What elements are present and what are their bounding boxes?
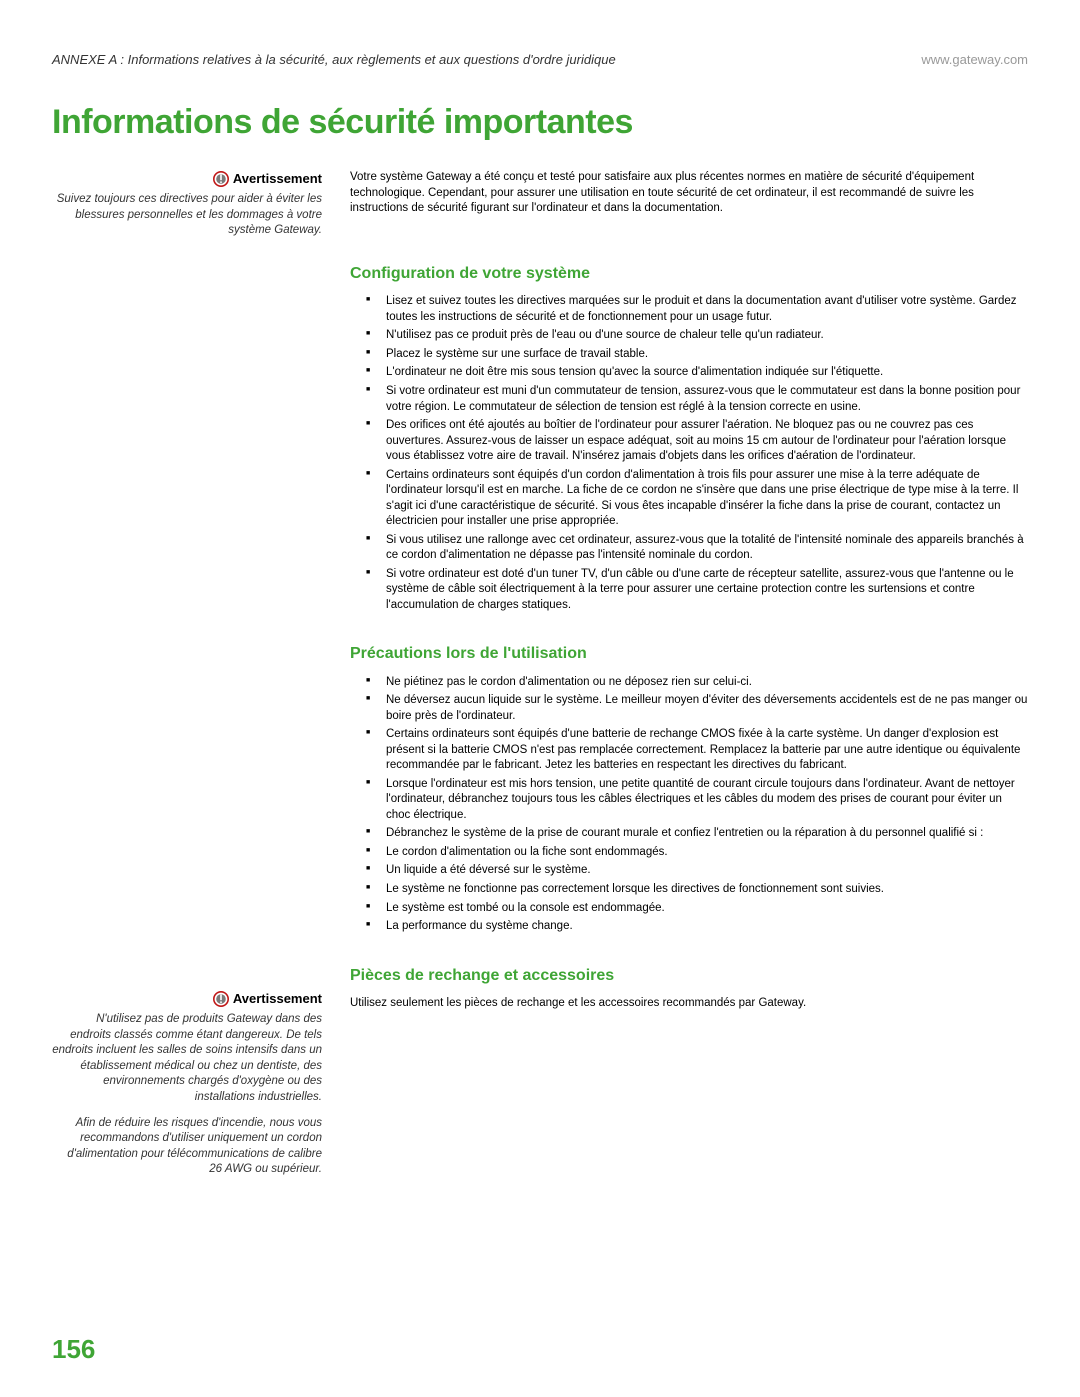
precautions-item: Le cordon d'alimentation ou la fiche son… — [374, 845, 1028, 861]
section-title-precautions: Précautions lors de l'utilisation — [350, 643, 1028, 665]
row-config: Configuration de votre système Lisez et … — [52, 259, 1028, 639]
site-url: www.gateway.com — [921, 52, 1028, 67]
warning-label: Avertissement — [233, 170, 322, 188]
config-item: L'ordinateur ne doit être mis sous tensi… — [374, 365, 1028, 381]
precautions-item: Un liquide a été déversé sur le système. — [374, 863, 1028, 879]
section-title-config: Configuration de votre système — [350, 263, 1028, 285]
config-item: Si vous utilisez une rallonge avec cet o… — [374, 533, 1028, 564]
row-precautions: Précautions lors de l'utilisation Ne pié… — [52, 639, 1028, 960]
precautions-item: Certains ordinateurs sont équipés d'une … — [374, 727, 1028, 774]
sidebar-warning-1: Avertissement Suivez toujours ces direct… — [52, 170, 322, 259]
row-intro: Avertissement Suivez toujours ces direct… — [52, 170, 1028, 259]
warning-1-para-0: Suivez toujours ces directives pour aide… — [52, 192, 322, 239]
config-item: Lisez et suivez toutes les directives ma… — [374, 294, 1028, 325]
precautions-item: Le système ne fonctionne pas correctemen… — [374, 882, 1028, 898]
page-title: Informations de sécurité importantes — [52, 103, 1028, 142]
warning-icon — [213, 991, 229, 1007]
parts-body: Utilisez seulement les pièces de rechang… — [350, 996, 1028, 1012]
config-item: N'utilisez pas ce produit près de l'eau … — [374, 328, 1028, 344]
page-number: 156 — [52, 1334, 95, 1365]
row-parts: . Avertissement N'utilisez pas de produi… — [52, 961, 1028, 1198]
sidebar-empty-1 — [52, 259, 322, 639]
warning-2-para-1: Afin de réduire les risques d'incendie, … — [52, 1116, 322, 1178]
annex-line: ANNEXE A : Informations relatives à la s… — [52, 52, 616, 67]
config-item: Certains ordinateurs sont équipés d'un c… — [374, 468, 1028, 530]
intro-paragraph: Votre système Gateway a été conçu et tes… — [350, 170, 1028, 217]
warning-icon — [213, 171, 229, 187]
warning-1-text: Suivez toujours ces directives pour aide… — [52, 192, 322, 239]
precautions-item: Le système est tombé ou la console est e… — [374, 901, 1028, 917]
warning-label: Avertissement — [233, 990, 322, 1008]
warning-2-para-0: N'utilisez pas de produits Gateway dans … — [52, 1012, 322, 1105]
sidebar-warning-2: . Avertissement N'utilisez pas de produi… — [52, 961, 322, 1198]
precautions-item: Lorsque l'ordinateur est mis hors tensio… — [374, 777, 1028, 824]
precautions-bullet-list: Ne piétinez pas le cordon d'alimentation… — [350, 675, 1028, 935]
precautions-item: Ne piétinez pas le cordon d'alimentation… — [374, 675, 1028, 691]
sidebar-empty-2 — [52, 639, 322, 960]
config-item: Si votre ordinateur est muni d'un commut… — [374, 384, 1028, 415]
config-item: Si votre ordinateur est doté d'un tuner … — [374, 567, 1028, 614]
warning-2-text: N'utilisez pas de produits Gateway dans … — [52, 1012, 322, 1177]
config-bullet-list: Lisez et suivez toutes les directives ma… — [350, 294, 1028, 613]
config-item: Des orifices ont été ajoutés au boîtier … — [374, 418, 1028, 465]
page-header: ANNEXE A : Informations relatives à la s… — [52, 52, 1028, 67]
precautions-item: Débranchez le système de la prise de cou… — [374, 826, 1028, 842]
section-title-parts: Pièces de rechange et accessoires — [350, 965, 1028, 987]
config-item: Placez le système sur une surface de tra… — [374, 347, 1028, 363]
precautions-item: La performance du système change. — [374, 919, 1028, 935]
intro-block: Votre système Gateway a été conçu et tes… — [350, 170, 1028, 259]
precautions-item: Ne déversez aucun liquide sur le système… — [374, 693, 1028, 724]
